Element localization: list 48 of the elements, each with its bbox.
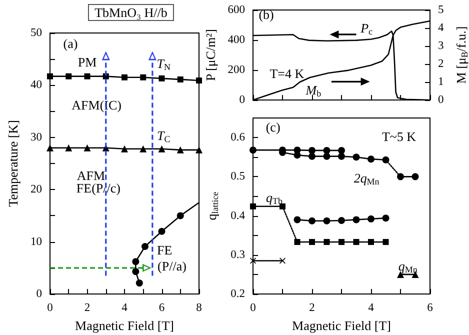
y-tick-label: 50 [30, 27, 42, 39]
y-tick-label: 200 [228, 64, 246, 76]
y-axis-title: P [μC/m²] [202, 29, 218, 81]
annotation: (b) [258, 7, 274, 22]
y-tick-label: 0 [36, 288, 42, 300]
annotation: T=4 K [270, 66, 305, 81]
annotation: FE [156, 242, 172, 258]
y-tick-label: 0.3 [230, 248, 246, 261]
x-axis-title: Magnetic Field [T] [292, 318, 391, 333]
annotation: (P//a) [158, 258, 186, 274]
y2-tick-label: 4 [438, 22, 444, 34]
y2-tick-label: 0 [438, 94, 444, 106]
annotation: T~5 K [382, 128, 417, 144]
x-tick-label: 8 [196, 302, 202, 314]
y-tick-label: 30 [30, 131, 42, 144]
x-tick-label: 2 [84, 302, 90, 314]
x-tick-label: 2 [309, 302, 316, 314]
y-axis-title: qlattice [204, 192, 220, 220]
y-tick-label: 0.5 [230, 170, 246, 183]
y-tick-label: 0.4 [230, 210, 246, 222]
y-tick-label: 20 [30, 184, 42, 196]
x-axis-title: Magnetic Field [T] [75, 318, 174, 333]
annotation: PM [78, 54, 98, 70]
x-tick-label: 4 [122, 302, 128, 314]
y-tick-label: 600 [228, 4, 246, 16]
y2-tick-label: 2 [438, 58, 444, 70]
y-tick-label: 400 [228, 34, 246, 46]
y-tick-label: 40 [30, 79, 42, 92]
x-tick-label: 0 [47, 302, 54, 314]
x-tick-label: 0 [250, 302, 256, 314]
x-tick-label: 6 [158, 302, 165, 314]
y-tick-label: 0 [239, 94, 246, 106]
y2-tick-label: 3 [438, 40, 444, 52]
y-tick-label: 0.2 [230, 288, 246, 300]
annotation: AFM(IC) [72, 98, 122, 113]
annotation: AFM [76, 168, 106, 184]
y-axis-title: Temperature [K] [6, 120, 21, 207]
y-tick-label: 0.6 [230, 132, 246, 144]
x-tick-label: 6 [427, 302, 434, 314]
y2-tick-label: 1 [438, 76, 444, 88]
y2-axis-title: M [μB/f.u.] [454, 26, 469, 84]
x-tick-label: 4 [368, 302, 374, 314]
annotation: (c) [266, 119, 280, 134]
y-tick-label: 10 [30, 236, 42, 248]
y2-tick-label: 5 [438, 4, 444, 16]
annotation: FE(P//c) [76, 180, 120, 196]
chart-title: TbMnO₃ H//b [94, 5, 168, 20]
annotation: (a) [63, 36, 78, 51]
